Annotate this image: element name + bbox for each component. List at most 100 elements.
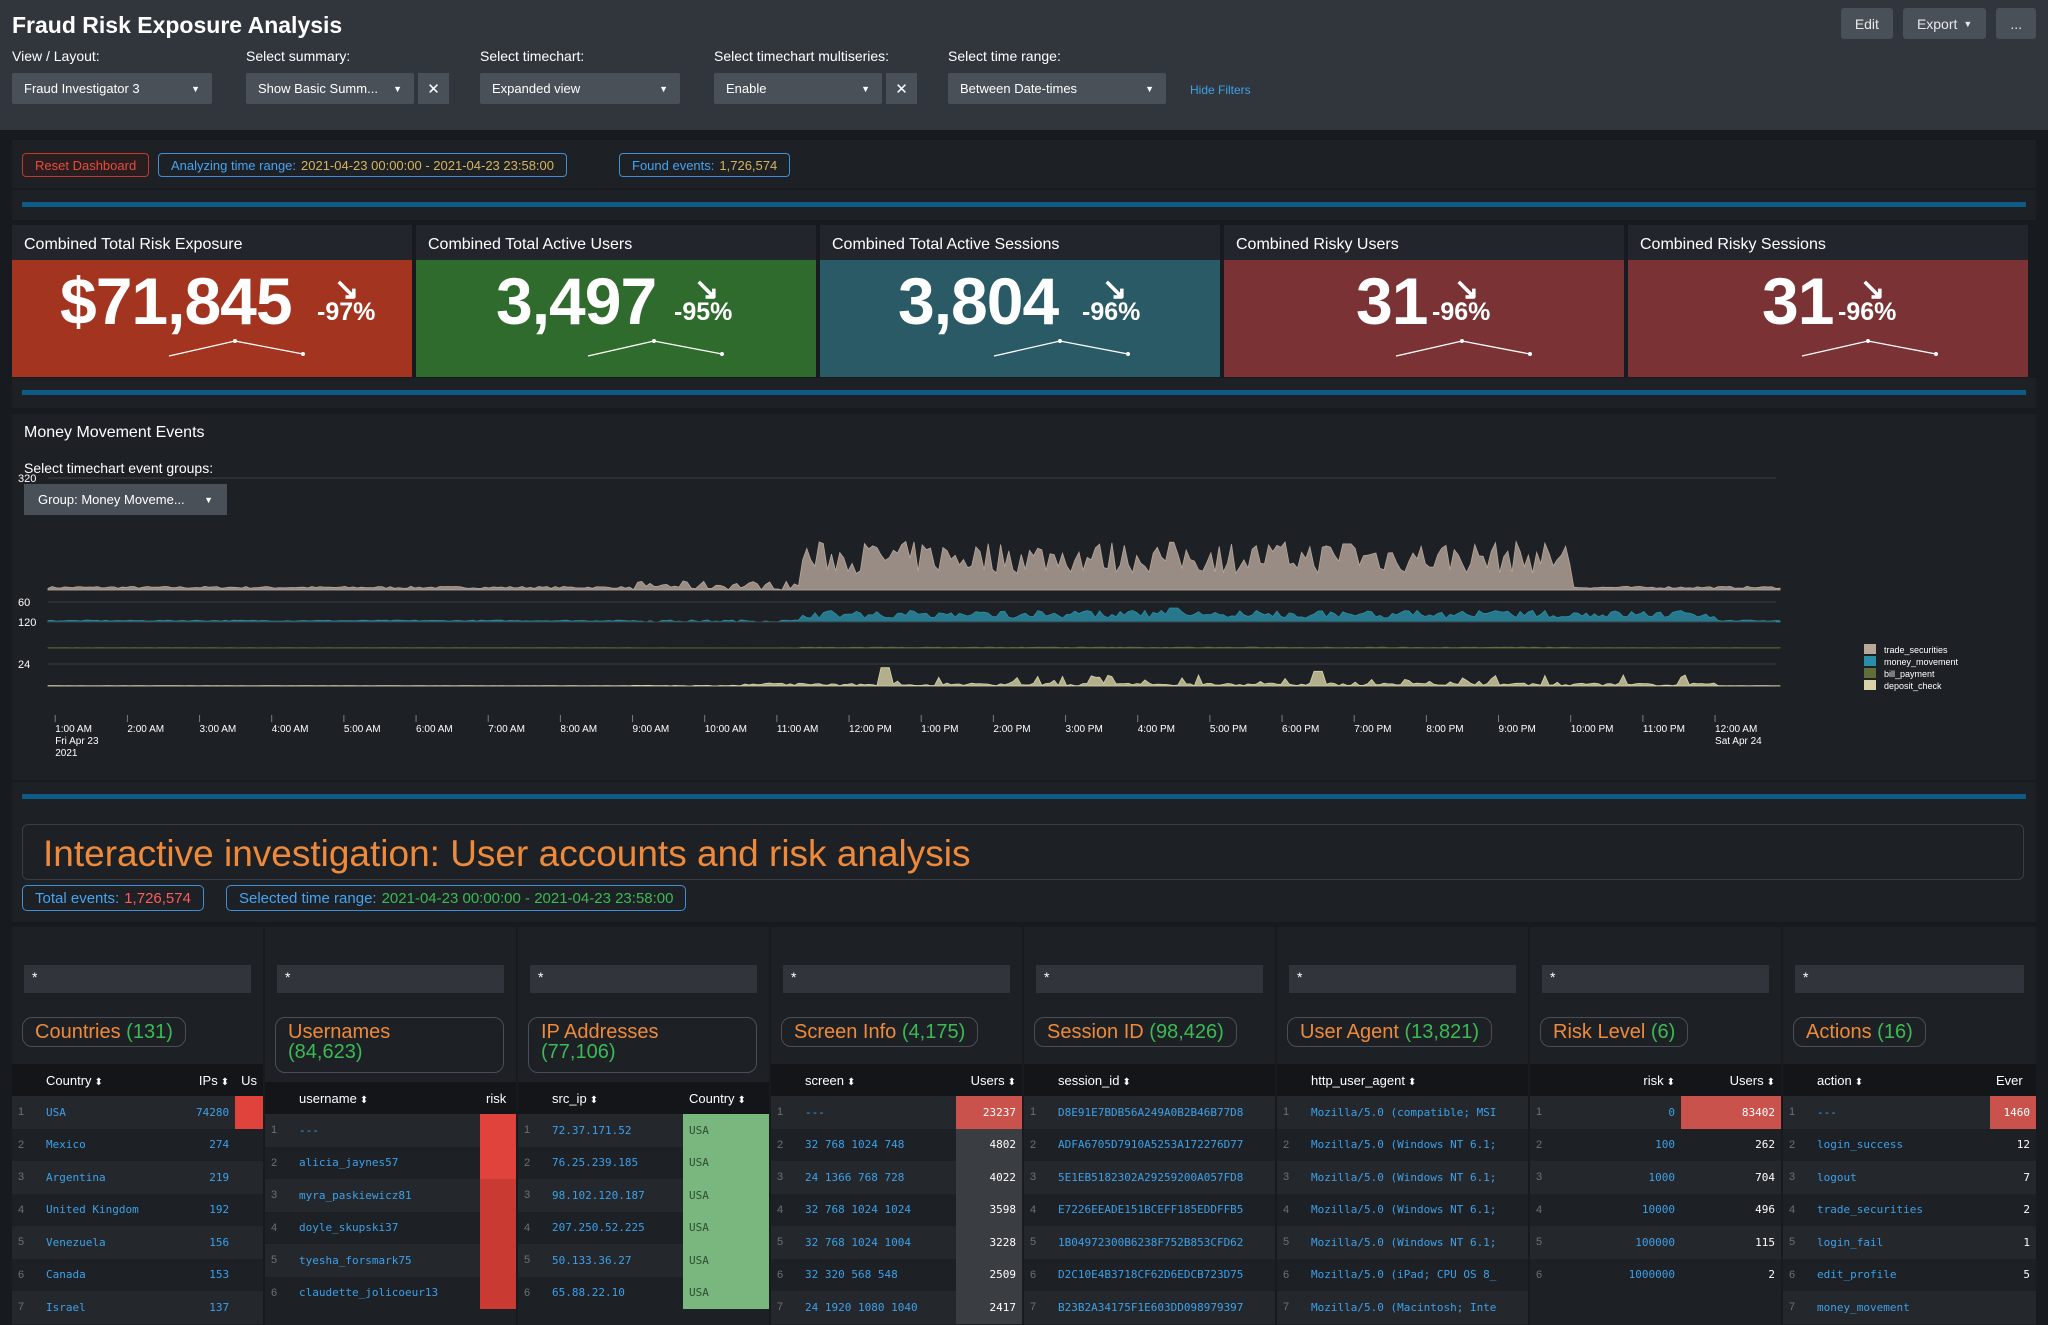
- kpi-risky-sessions[interactable]: Combined Risky Sessions 31 ↘ -96%: [1628, 225, 2028, 377]
- table-row[interactable]: 4 E7226EEADE151BCEFF185EDDFFB5: [1024, 1193, 1275, 1226]
- column-header-src-ip[interactable]: src_ip ⬍: [546, 1082, 683, 1114]
- column-header-user-agent[interactable]: http_user_agent ⬍: [1305, 1064, 1528, 1096]
- country-cell[interactable]: Israel: [40, 1291, 177, 1324]
- column-header-screen[interactable]: screen ⬍: [799, 1064, 956, 1096]
- table-row[interactable]: 5 Venezuela 156: [12, 1226, 263, 1259]
- table-row[interactable]: 3 98.102.120.187 USA: [518, 1179, 769, 1212]
- table-row[interactable]: 4 United Kingdom 192: [12, 1193, 263, 1226]
- risk-cell[interactable]: 100: [1558, 1128, 1681, 1161]
- export-button[interactable]: Export ▼: [1902, 8, 1987, 39]
- username-cell[interactable]: alicia_jaynes57: [293, 1146, 480, 1179]
- column-header-session-id[interactable]: session_id ⬍: [1052, 1064, 1275, 1096]
- table-row[interactable]: 1 72.37.171.52 USA: [518, 1114, 769, 1147]
- action-cell[interactable]: login_fail: [1811, 1226, 1990, 1259]
- country-cell[interactable]: USA: [40, 1096, 177, 1129]
- table-row[interactable]: 2 Mozilla/5.0 (Windows NT 6.1;: [1277, 1128, 1528, 1161]
- table-row[interactable]: 5 32 768 1024 1004 3228: [771, 1226, 1022, 1259]
- risk-cell[interactable]: 1000: [1558, 1161, 1681, 1194]
- table-row[interactable]: 3 24 1366 768 728 4022: [771, 1161, 1022, 1194]
- screen-cell[interactable]: 32 768 1024 1024: [799, 1193, 956, 1226]
- table-row[interactable]: 1 USA 74280: [12, 1096, 263, 1129]
- multiseries-dropdown[interactable]: Enable ▼: [714, 73, 882, 104]
- table-row[interactable]: 6 edit_profile 5: [1783, 1258, 2036, 1291]
- table-row[interactable]: 4 trade_securities 2: [1783, 1193, 2036, 1226]
- risk-cell[interactable]: 100000: [1558, 1226, 1681, 1259]
- src-ip-cell[interactable]: 76.25.239.185: [546, 1146, 683, 1179]
- user-agent-search-input[interactable]: *: [1289, 965, 1516, 993]
- action-cell[interactable]: ---: [1811, 1096, 1990, 1129]
- table-row[interactable]: 5 50.133.36.27 USA: [518, 1244, 769, 1277]
- table-row[interactable]: 5 1B04972300B6238F752B853CFD62: [1024, 1226, 1275, 1259]
- column-header-username[interactable]: username ⬍: [293, 1082, 480, 1114]
- table-row[interactable]: 1 --- 1460: [1783, 1096, 2036, 1129]
- session-id-cell[interactable]: D8E91E7BDB56A249A0B2B46B77D8: [1052, 1096, 1275, 1129]
- event-groups-dropdown[interactable]: Group: Money Moveme... ▼: [24, 484, 227, 515]
- session-id-cell[interactable]: D2C10E4B3718CF62D6EDCB723D75: [1052, 1258, 1275, 1291]
- action-cell[interactable]: logout: [1811, 1161, 1990, 1194]
- actions-header[interactable]: Actions (16): [1793, 1017, 1926, 1047]
- hide-filters-link[interactable]: Hide Filters: [1190, 83, 1251, 97]
- column-header-country[interactable]: Country ⬍: [40, 1064, 177, 1096]
- actions-search-input[interactable]: *: [1795, 965, 2024, 993]
- table-row[interactable]: 3 5E1EB5182302A29259200A057FD8: [1024, 1161, 1275, 1194]
- ip-search-input[interactable]: *: [530, 965, 757, 993]
- action-cell[interactable]: money_movement: [1811, 1291, 1990, 1324]
- src-ip-cell[interactable]: 98.102.120.187: [546, 1179, 683, 1212]
- user-agent-cell[interactable]: Mozilla/5.0 (Macintosh; Inte: [1305, 1291, 1528, 1324]
- screen-cell[interactable]: 24 1366 768 728: [799, 1161, 956, 1194]
- time-range-dropdown[interactable]: Between Date-times ▼: [948, 73, 1166, 104]
- risk-cell[interactable]: 10000: [1558, 1193, 1681, 1226]
- table-row[interactable]: 6 claudette_jolicoeur13: [265, 1276, 516, 1309]
- user-agent-header[interactable]: User Agent (13,821): [1287, 1017, 1493, 1047]
- user-agent-cell[interactable]: Mozilla/5.0 (iPad; CPU OS 8_: [1305, 1258, 1528, 1291]
- screen-cell[interactable]: 32 768 1024 748: [799, 1128, 956, 1161]
- table-row[interactable]: 5 login_fail 1: [1783, 1226, 2036, 1259]
- table-row[interactable]: 4 207.250.52.225 USA: [518, 1211, 769, 1244]
- table-row[interactable]: 6 1000000 2: [1530, 1258, 1781, 1291]
- table-row[interactable]: 2 alicia_jaynes57: [265, 1146, 516, 1179]
- session-id-header[interactable]: Session ID (98,426): [1034, 1017, 1237, 1047]
- summary-dropdown[interactable]: Show Basic Summ... ▼: [246, 73, 414, 104]
- table-row[interactable]: 7 B23B2A34175F1E603DD098979397: [1024, 1291, 1275, 1324]
- table-row[interactable]: 3 1000 704: [1530, 1161, 1781, 1194]
- screen-cell[interactable]: 32 320 568 548: [799, 1258, 956, 1291]
- clear-multiseries-button[interactable]: ✕: [886, 73, 917, 104]
- table-row[interactable]: 6 Mozilla/5.0 (iPad; CPU OS 8_: [1277, 1258, 1528, 1291]
- username-cell[interactable]: doyle_skupski37: [293, 1211, 480, 1244]
- screen-cell[interactable]: ---: [799, 1096, 956, 1129]
- action-cell[interactable]: login_success: [1811, 1128, 1990, 1161]
- session-id-cell[interactable]: B23B2A34175F1E603DD098979397: [1052, 1291, 1275, 1324]
- countries-header[interactable]: Countries (131): [22, 1017, 186, 1047]
- table-row[interactable]: 1 ---: [265, 1114, 516, 1147]
- action-cell[interactable]: trade_securities: [1811, 1193, 1990, 1226]
- table-row[interactable]: 4 doyle_skupski37: [265, 1211, 516, 1244]
- table-row[interactable]: 7 24 1920 1080 1040 2417: [771, 1291, 1022, 1324]
- table-row[interactable]: 5 Mozilla/5.0 (Windows NT 6.1;: [1277, 1226, 1528, 1259]
- country-cell[interactable]: Mexico: [40, 1128, 177, 1161]
- table-row[interactable]: 2 Mexico 274: [12, 1128, 263, 1161]
- table-row[interactable]: 7 Israel 137: [12, 1291, 263, 1324]
- column-header-risk[interactable]: risk: [480, 1082, 516, 1114]
- kpi-active-sessions[interactable]: Combined Total Active Sessions 3,804 ↘ -…: [820, 225, 1220, 377]
- kpi-risk-exposure[interactable]: Combined Total Risk Exposure $71,845 ↘ -…: [12, 225, 412, 377]
- column-header-risk[interactable]: risk ⬍: [1558, 1064, 1681, 1096]
- column-header-users[interactable]: Us: [235, 1064, 263, 1096]
- usernames-header[interactable]: Usernames (84,623): [275, 1017, 504, 1073]
- table-row[interactable]: 2 32 768 1024 748 4802: [771, 1128, 1022, 1161]
- table-row[interactable]: 5 100000 115: [1530, 1226, 1781, 1259]
- ip-addresses-header[interactable]: IP Addresses (77,106): [528, 1017, 757, 1073]
- user-agent-cell[interactable]: Mozilla/5.0 (compatible; MSI: [1305, 1096, 1528, 1129]
- column-header-ips[interactable]: IPs ⬍: [176, 1064, 236, 1096]
- table-row[interactable]: 6 65.88.22.10 USA: [518, 1276, 769, 1309]
- session-id-cell[interactable]: 5E1EB5182302A29259200A057FD8: [1052, 1161, 1275, 1194]
- country-cell[interactable]: United Kingdom: [40, 1193, 177, 1226]
- username-cell[interactable]: tyesha_forsmark75: [293, 1244, 480, 1277]
- table-row[interactable]: 2 ADFA6705D7910A5253A172276D77: [1024, 1128, 1275, 1161]
- column-header-users[interactable]: Users ⬍: [956, 1064, 1022, 1096]
- table-row[interactable]: 3 myra_paskiewicz81: [265, 1179, 516, 1212]
- clear-summary-button[interactable]: ✕: [418, 73, 449, 104]
- src-ip-cell[interactable]: 65.88.22.10: [546, 1276, 683, 1309]
- countries-search-input[interactable]: *: [24, 965, 251, 993]
- screen-cell[interactable]: 32 768 1024 1004: [799, 1226, 956, 1259]
- table-row[interactable]: 3 Argentina 219: [12, 1161, 263, 1194]
